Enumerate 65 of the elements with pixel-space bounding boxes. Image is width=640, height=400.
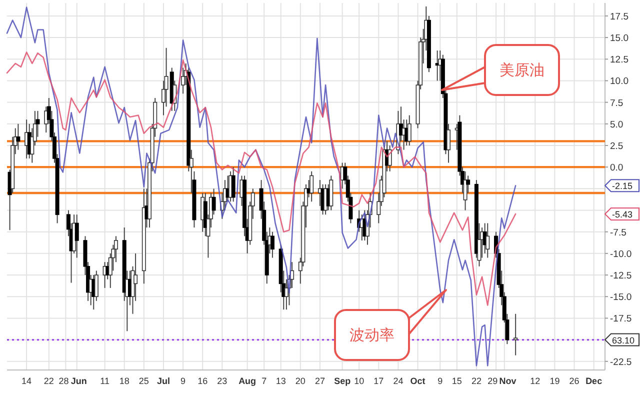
- x-tick-label: 23: [217, 376, 228, 386]
- candlestick: [16, 123, 20, 150]
- x-tick-label: 29: [488, 376, 498, 386]
- y-tick-label: -10.0: [610, 248, 632, 260]
- x-tick-label: Jul: [156, 376, 170, 386]
- x-tick-label: 7: [262, 376, 267, 386]
- candlestick: [486, 222, 490, 258]
- y-tick-label: 7.5: [610, 98, 624, 109]
- y-tick-label: -22.5: [610, 356, 632, 368]
- x-tick-label: 18: [119, 376, 130, 386]
- x-tick-label: 26: [569, 376, 580, 386]
- line-series: [6, 6, 516, 366]
- x-tick-label: Aug: [238, 376, 256, 386]
- x-tick-label: 10: [354, 376, 364, 386]
- x-tick-label: 25: [138, 376, 149, 386]
- x-tick-label: 11: [100, 376, 110, 386]
- text: -2.15: [612, 181, 633, 192]
- x-tick-label: 17: [374, 376, 384, 386]
- y-tick-label: 15.0: [610, 33, 628, 44]
- y-tick-label: -17.5: [610, 314, 632, 325]
- x-tick-label: 12: [530, 376, 540, 386]
- line-series: [6, 52, 516, 306]
- candlestick: [514, 313, 518, 356]
- annotation: 美原油: [500, 62, 544, 79]
- x-tick-label: Nov: [499, 376, 516, 386]
- text: 63.10: [612, 335, 635, 346]
- x-tick-label: 19: [550, 376, 560, 386]
- candlestick: [231, 166, 236, 202]
- x-tick-label: Oct: [410, 376, 426, 386]
- x-tick-label: 15: [452, 376, 462, 386]
- y-tick-label: -7.5: [610, 227, 626, 238]
- x-tick-label: Dec: [586, 376, 602, 386]
- x-tick-label: 9: [180, 376, 186, 386]
- callout: 波动率: [334, 289, 447, 361]
- candlestick: [407, 114, 412, 146]
- y-tick-label: 5.0: [610, 119, 624, 130]
- x-tick-label: 27: [314, 376, 325, 386]
- y-tick-label: -15.0: [610, 292, 632, 304]
- annotation: 波动率: [350, 327, 394, 344]
- x-tick-label: 16: [198, 376, 208, 386]
- candlestick: [181, 67, 186, 94]
- y-tick-label: 17.5: [610, 11, 628, 22]
- y-tick-label: 0.0: [610, 162, 624, 174]
- y-tick-label: -12.5: [610, 270, 632, 282]
- candlestick: [134, 252, 138, 302]
- x-tick-label: Sep: [334, 376, 352, 386]
- x-tick-label: 22: [471, 376, 482, 386]
- x-tick-label: 13: [276, 376, 286, 386]
- x-tick-label: Jun: [70, 376, 87, 386]
- candlestick: [463, 170, 468, 211]
- y-tick-label: 2.5: [610, 140, 624, 152]
- candlestick: [212, 188, 216, 216]
- text: -5.43: [612, 209, 633, 220]
- x-tick-label: 22: [44, 376, 54, 386]
- x-tick-label: 9: [438, 376, 443, 386]
- y-tick-label: 12.5: [610, 54, 628, 66]
- x-tick-label: 20: [295, 376, 306, 386]
- callout: 美原油: [441, 44, 560, 96]
- x-tick-label: 24: [393, 376, 404, 386]
- x-tick-label: 14: [22, 376, 32, 386]
- y-tick-label: 10.0: [610, 76, 628, 88]
- candlestick: [284, 278, 288, 310]
- candlestick: [446, 123, 451, 164]
- x-tick-label: 28: [58, 376, 69, 386]
- candlestick: [310, 170, 314, 202]
